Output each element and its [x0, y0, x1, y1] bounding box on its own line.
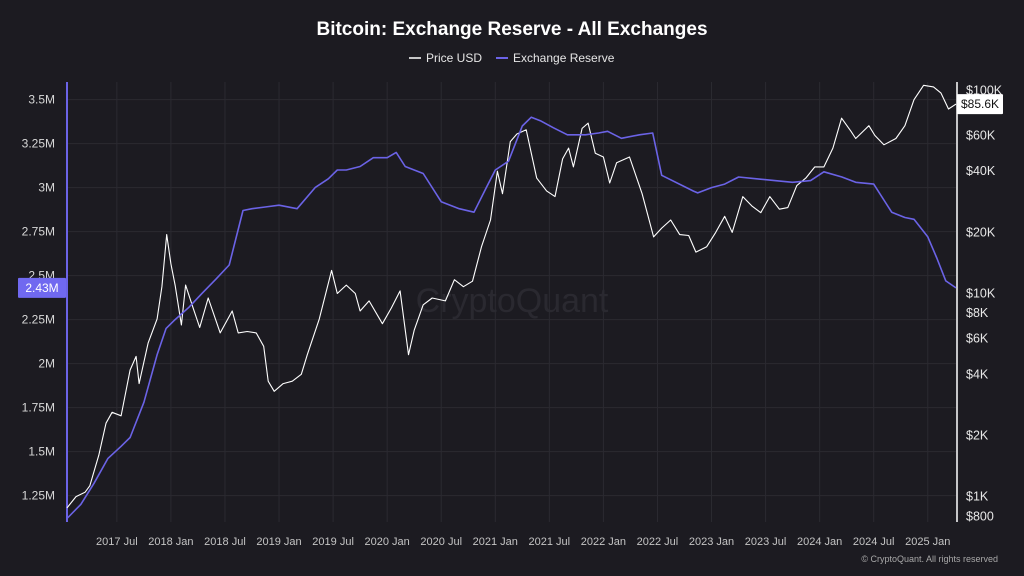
x-tick-label: 2025 Jan	[905, 536, 950, 548]
left-tick-label: 3.25M	[22, 137, 55, 151]
right-tick-label: $40K	[966, 164, 996, 178]
axes	[66, 82, 958, 522]
legend: Price USD Exchange Reserve	[409, 51, 615, 65]
left-tick-label: 1.75M	[22, 401, 55, 415]
exchange-reserve-line	[66, 116, 957, 520]
legend-reserve-label: Exchange Reserve	[513, 51, 615, 65]
x-tick-label: 2017 Jul	[96, 536, 138, 548]
left-tick-label: 2.25M	[22, 313, 55, 327]
x-tick-label: 2018 Jul	[204, 536, 246, 548]
left-tick-label: 2.75M	[22, 225, 55, 239]
legend-price-label: Price USD	[426, 51, 482, 65]
copyright-footer: © CryptoQuant. All rights reserved	[861, 554, 998, 564]
reserve-current-value: 2.43M	[25, 281, 58, 295]
left-tick-label: 1.5M	[28, 445, 55, 459]
x-tick-label: 2021 Jan	[473, 536, 518, 548]
price-current-badge	[957, 94, 1003, 115]
left-tick-label: 3.5M	[28, 93, 55, 107]
left-tick-label: 2M	[38, 357, 55, 371]
left-tick-label: 1.25M	[22, 489, 55, 503]
chart-title: Bitcoin: Exchange Reserve - All Exchange…	[316, 19, 707, 40]
right-tick-label: $100K	[966, 83, 1003, 97]
right-tick-label: $60K	[966, 128, 996, 142]
right-tick-label: $2K	[966, 428, 989, 442]
right-tick-label: $20K	[966, 225, 996, 239]
x-tick-label: 2021 Jul	[529, 536, 571, 548]
x-tick-label: 2019 Jul	[312, 536, 354, 548]
x-tick-label: 2023 Jan	[689, 536, 734, 548]
right-tick-label: $4K	[966, 367, 989, 381]
x-tick-label: 2019 Jan	[256, 536, 301, 548]
right-tick-label: $8K	[966, 306, 989, 320]
x-tick-label: 2023 Jul	[745, 536, 787, 548]
price-usd-line	[66, 84, 957, 509]
x-tick-label: 2020 Jul	[420, 536, 462, 548]
x-tick-label: 2018 Jan	[148, 536, 193, 548]
price-current-value: $85.6K	[961, 97, 999, 111]
x-tick-label: 2022 Jul	[637, 536, 679, 548]
badges: 2.43M $85.6K	[18, 94, 1003, 298]
x-tick-label: 2022 Jan	[581, 536, 626, 548]
x-tick-label: 2020 Jan	[365, 536, 410, 548]
series	[66, 84, 957, 520]
right-tick-label: $1K	[966, 490, 989, 504]
right-tick-label: $6K	[966, 332, 989, 346]
grid	[67, 82, 956, 522]
x-tick-label: 2024 Jul	[853, 536, 895, 548]
reserve-current-badge	[18, 277, 66, 298]
left-tick-label: 3M	[38, 181, 55, 195]
watermark: CryptoQuant	[416, 282, 609, 320]
right-tick-label: $10K	[966, 287, 996, 301]
right-tick-label: $800	[966, 509, 994, 523]
x-tick-label: 2024 Jan	[797, 536, 842, 548]
